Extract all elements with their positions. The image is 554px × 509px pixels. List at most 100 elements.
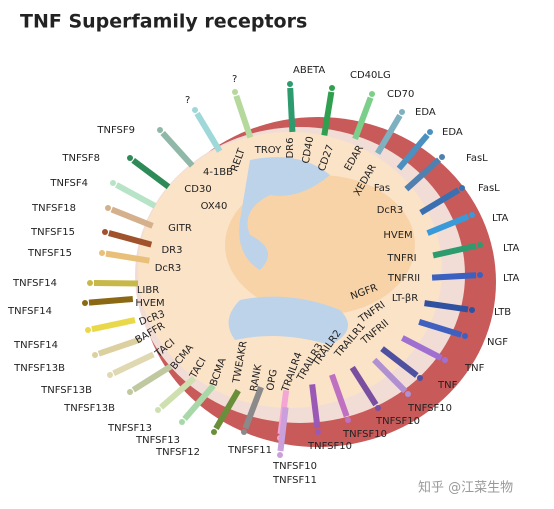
- golgi: [228, 296, 348, 345]
- ligand-label: TNFSF9: [96, 125, 135, 136]
- ligand-dot: [102, 229, 108, 235]
- receptor-label: DcR3: [377, 205, 404, 216]
- ligand-label: ABETA: [293, 65, 325, 76]
- ligand-dot: [107, 372, 113, 378]
- ligand-stick: [404, 157, 442, 192]
- receptor-label: 4-1BB: [203, 167, 233, 178]
- ligand-stick: [418, 318, 463, 338]
- ligand-dot: [241, 429, 247, 435]
- ligand-stick: [131, 363, 173, 393]
- ligand-dot: [85, 327, 91, 333]
- ligand-dot: [329, 85, 335, 91]
- ligand-stick: [352, 96, 374, 140]
- ligand-label: EDA: [442, 127, 463, 138]
- ligand-dot: [99, 250, 105, 256]
- ligand-dot: [127, 389, 133, 395]
- receptor-label: LT-βR: [392, 293, 418, 304]
- ligand-stick: [115, 182, 157, 209]
- ligand-stick: [91, 317, 136, 333]
- ligand-stick: [88, 296, 134, 306]
- receptor-label: DR3: [161, 245, 182, 256]
- ligand-dot: [92, 352, 98, 358]
- receptor-label: TROY: [254, 145, 282, 156]
- ligand-label: TNFSF14: [13, 340, 58, 351]
- ligand-stick: [287, 87, 296, 133]
- ligand-label: TNF: [464, 363, 485, 374]
- ligand-label: TNFSF14: [7, 306, 52, 317]
- ligand-label: CD40LG: [350, 70, 391, 81]
- ligand-stick: [131, 157, 171, 190]
- ligand-label: TNFSF12: [155, 447, 200, 458]
- ligand-stick: [277, 406, 289, 452]
- ligand-label: LTA: [503, 273, 520, 284]
- ligand-stick: [426, 213, 470, 236]
- ligand-label: TNF: [437, 380, 458, 391]
- ligand-stick: [309, 383, 321, 429]
- ligand-label: ?: [232, 74, 237, 85]
- ligand-label: TNFSF18: [31, 203, 76, 214]
- ligand-dot: [179, 419, 185, 425]
- receptor-label: Fas: [374, 183, 390, 194]
- ligand-dot: [105, 205, 111, 211]
- ligand-stick: [108, 230, 153, 248]
- ligand-dot: [232, 89, 238, 95]
- ligand-label: TNFSF11: [272, 475, 317, 486]
- ligand-stick: [372, 357, 408, 394]
- ligand-label: TNFSF11: [227, 445, 272, 456]
- ligand-dot: [477, 242, 483, 248]
- ligand-stick: [396, 133, 430, 171]
- ligand-stick: [375, 113, 403, 155]
- ligand-label: ?: [185, 95, 190, 106]
- receptor-label: TNFRI: [386, 253, 416, 264]
- receptor-label: OX40: [201, 201, 228, 212]
- er: [239, 157, 330, 270]
- ligand-dot: [155, 407, 161, 413]
- ligand-stick: [182, 383, 216, 421]
- ligand-label: TNFSF4: [49, 178, 88, 189]
- ligand-dot: [211, 429, 217, 435]
- ligand-stick: [432, 242, 477, 259]
- ligand-dot: [405, 391, 411, 397]
- ligand-label: FasL: [466, 153, 488, 164]
- ligand-dot: [469, 307, 475, 313]
- nucleus: [225, 175, 415, 315]
- ligand-label: TNFSF14: [12, 278, 57, 289]
- ligand-stick: [194, 111, 223, 153]
- receptor-label: CD30: [184, 184, 211, 195]
- ligand-label: EDA: [415, 107, 436, 118]
- ligand-dot: [375, 405, 381, 411]
- ligand-dot: [427, 129, 433, 135]
- ligand-stick: [97, 336, 142, 357]
- ligand-dot: [82, 300, 88, 306]
- ligand-dot: [87, 280, 93, 286]
- ligand-label: TNFSF10: [272, 461, 317, 472]
- ligand-stick: [329, 373, 350, 418]
- ligand-dot: [110, 180, 116, 186]
- receptor-label: RANK: [249, 363, 265, 392]
- ligand-stick: [321, 91, 335, 136]
- ligand-label: TNFSF13: [135, 435, 180, 446]
- ligand-label: TNFSF10: [407, 403, 452, 414]
- ligand-stick: [112, 351, 155, 376]
- ligand-stick: [349, 365, 379, 407]
- ligand-dot: [417, 375, 423, 381]
- ligand-label: TNFSF8: [61, 153, 100, 164]
- receptor-label: HVEM: [383, 230, 412, 241]
- ligand-dot: [462, 333, 468, 339]
- ligand-dot: [157, 127, 163, 133]
- ligand-label: TNFSF13B: [63, 403, 115, 414]
- ligand-dot: [315, 429, 321, 435]
- ligand-label: TNFSF10: [307, 441, 352, 452]
- ligand-label: TNFSF10: [375, 416, 420, 427]
- ligand-label: TNFSF15: [27, 248, 72, 259]
- ligand-label: LTA: [503, 243, 520, 254]
- ligand-stick: [110, 206, 154, 229]
- ligand-dot: [459, 185, 465, 191]
- ligand-dot: [345, 417, 351, 423]
- ligand-label: TNFSF13B: [40, 385, 92, 396]
- ligand-stick: [380, 346, 419, 378]
- ligand-dot: [477, 272, 483, 278]
- receptor-label: TNFRII: [387, 273, 420, 284]
- ligand-stick: [400, 335, 443, 361]
- ligand-dot: [442, 357, 448, 363]
